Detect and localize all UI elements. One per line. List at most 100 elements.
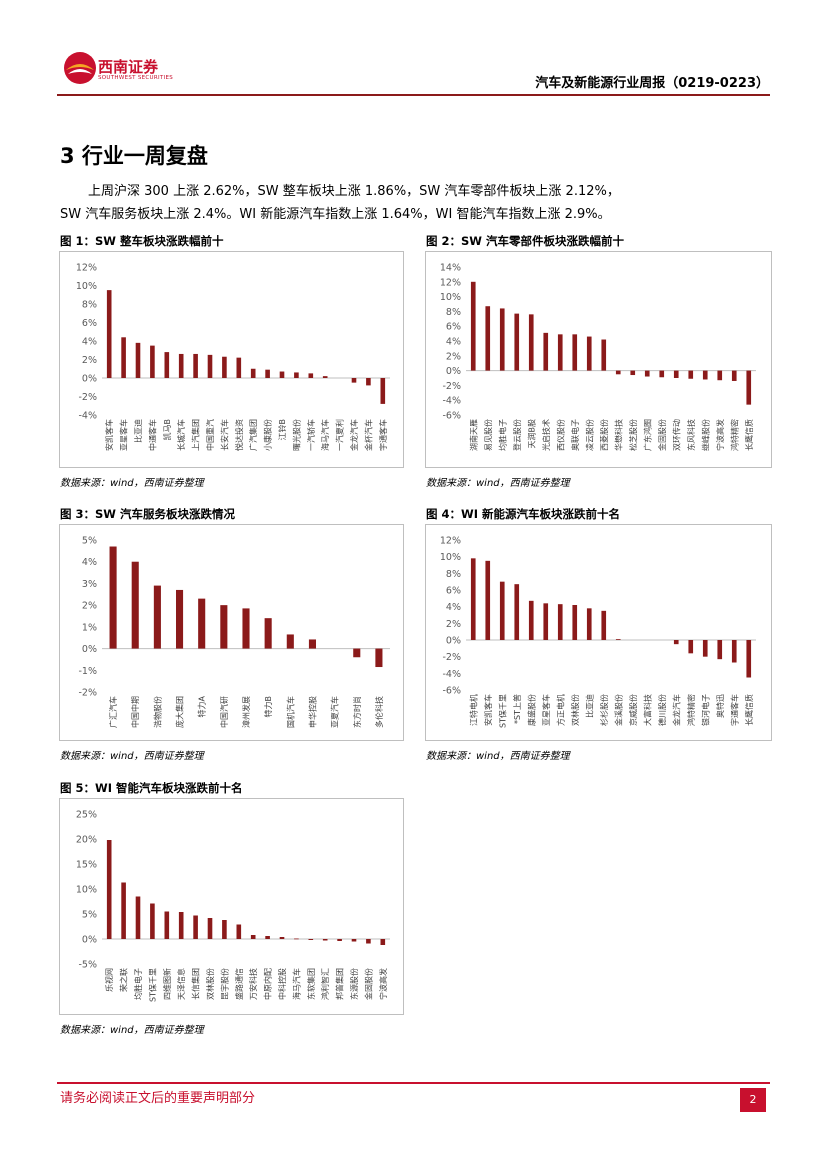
fig5-bar-10 [250, 935, 256, 939]
fig5-xtick-11: 中原内配 [263, 968, 273, 1000]
fig5-bar-3 [150, 903, 155, 939]
fig1-bar-7 [207, 354, 213, 378]
fig3-title: 图 3：SW 汽车服务板块涨跌情况 [60, 507, 235, 521]
fig3-bar-7 [264, 618, 272, 649]
fig2-bar-10 [615, 370, 621, 375]
fig4-bar-0 [470, 558, 476, 640]
fig2-chart-box: -6% -4% -2% 0% 2% 4% 6% 8% 10% 12% 14% 湖南天雁 易见股份 均胜电子… [425, 251, 772, 468]
fig2-xtick-6: 西仪股份 [555, 419, 565, 451]
fig5-bar-18 [366, 939, 371, 944]
fig1-xtick-11: 小康股份 [263, 419, 273, 451]
fig3-xtick-9: 申华控股 [307, 696, 317, 728]
fig5-xtick-1: 荣之联 [119, 968, 129, 992]
fig5-xtick-18: 金固股份 [363, 968, 373, 1000]
fig2-ytick-1: -4% [443, 396, 462, 407]
fig4-bar-8 [586, 608, 592, 640]
footer-divider [57, 1082, 770, 1084]
fig4-xtick-16: 银河电子 [700, 694, 710, 726]
fig3-bar-11 [353, 648, 361, 658]
fig1-bar-4 [164, 352, 170, 378]
fig2-bar-2 [499, 308, 505, 371]
fig2-bar-12 [644, 370, 650, 377]
fig1-xtick-15: 海马汽车 [320, 419, 330, 451]
fig1-source: 数据来源：wind，西南证券整理 [60, 478, 204, 489]
fig1-chart-box: -4% -2% 0% 2% 4% 6% 8% 10% 12% 安凯客车 亚星客车 比亚迪 中通客车 凯马B… [59, 251, 404, 468]
fig1-xtick-8: 长安汽车 [219, 419, 229, 451]
fig1-xtick-19: 宇通客车 [378, 419, 388, 451]
fig1-bar-17 [351, 378, 357, 383]
fig5-ytick-2: 5% [82, 910, 97, 921]
header-divider [57, 94, 770, 96]
fig1-ytick-7: 10% [76, 281, 97, 292]
fig1-xtick-1: 亚星客车 [119, 419, 129, 451]
fig2-ytick-10: 14% [440, 263, 461, 274]
fig2-ytick-6: 6% [446, 322, 461, 333]
fig4-bar-16 [702, 640, 708, 657]
fig5-ytick-5: 20% [76, 835, 97, 846]
fig5-chart-box: -5% 0% 5% 10% 15% 20% 25% 乐视网 荣之联 均胜电子 ST保千里 四维图新 天泽… [59, 798, 404, 1015]
fig4-ytick-7: 8% [446, 569, 461, 580]
fig3-bar-5 [220, 605, 228, 649]
fig2-bar-18 [731, 370, 737, 381]
fig1-xtick-9: 悦达投资 [234, 419, 244, 451]
fig4-bar-5 [543, 603, 549, 640]
fig5-xtick-0: 乐视网 [104, 968, 114, 992]
fig3-source: 数据来源：wind，西南证券整理 [60, 751, 204, 762]
fig2-bar-5 [543, 332, 549, 371]
fig5-bar-19 [380, 939, 386, 945]
fig1-ytick-1: -2% [79, 392, 98, 403]
fig4-bar-9 [601, 610, 607, 640]
fig5-bar-12 [279, 937, 285, 939]
fig4-xtick-3: *ST上普 [512, 694, 522, 724]
fig4-title: 图 4：WI 新能源汽车板块涨跌前十名 [426, 507, 620, 521]
logo-subtext: SOUTHWEST SECURITIES [98, 75, 174, 81]
fig1-xtick-12: 江铃B [277, 419, 287, 441]
fig4-bar-17 [717, 640, 723, 660]
fig4-xtick-11: 京威股份 [628, 694, 638, 726]
fig3-xtick-11: 东方时尚 [352, 696, 362, 728]
logo [62, 50, 202, 90]
fig3-xtick-2: 浩物股份 [152, 696, 162, 728]
page-number: 2 [740, 1088, 766, 1112]
fig4-ytick-5: 4% [446, 602, 461, 613]
fig1-bar-15 [322, 376, 328, 378]
fig2-ytick-4: 2% [446, 351, 461, 362]
fig4-source: 数据来源：wind，西南证券整理 [426, 751, 570, 762]
fig5-ytick-3: 10% [76, 885, 97, 896]
fig5-xtick-8: 昆宇股份 [219, 968, 229, 1000]
fig4-ytick-3: 0% [446, 636, 461, 647]
fig5-xtick-10: 万安科技 [248, 968, 258, 1000]
fig2-ytick-9: 12% [440, 277, 461, 288]
fig3-bar-3 [175, 589, 184, 649]
fig2-xtick-3: 登云股份 [512, 419, 522, 451]
fig3-bar-1 [131, 561, 139, 649]
fig5-xtick-9: 盛路通信 [234, 968, 244, 1000]
fig2-xtick-2: 均胜电子 [497, 419, 507, 451]
fig1-ytick-8: 12% [76, 263, 97, 274]
fig4-chart-box: -6% -4% -2% 0% 2% 4% 6% 8% 10% 12% 江特电机 安凯客车 ST保千里 *S… [425, 524, 772, 741]
fig5-xtick-14: 东软集团 [306, 968, 316, 1000]
fig4-xtick-6: 方正电机 [555, 694, 565, 726]
fig1-bar-0 [106, 290, 112, 378]
fig2-xtick-4: 天润B股 [526, 419, 536, 449]
fig4-xtick-2: ST保千里 [497, 694, 507, 728]
fig2-bar-7 [572, 334, 578, 371]
fig2-bar-15 [688, 370, 694, 379]
fig2-xtick-17: 宁波高发 [715, 419, 725, 451]
fig3-bar-2 [153, 585, 161, 649]
fig4-xtick-19: 长鹰信质 [744, 694, 754, 726]
fig2-xtick-15: 东风科技 [686, 419, 696, 451]
fig4-bar-7 [572, 605, 578, 640]
fig2-xtick-9: 西菱股份 [599, 419, 609, 451]
fig3-xtick-4: 特力A [197, 695, 207, 717]
fig4-ytick-2: -2% [443, 652, 462, 663]
fig2-bar-6 [557, 334, 563, 371]
fig4-xtick-5: 亚星客车 [541, 694, 551, 726]
fig5-source: 数据来源：wind，西南证券整理 [60, 1025, 204, 1036]
fig4-xtick-7: 双林股份 [570, 694, 580, 726]
fig1-ytick-6: 8% [82, 300, 97, 311]
fig4-ytick-9: 12% [440, 536, 461, 547]
fig1-xtick-6: 上汽集团 [191, 419, 201, 451]
fig2-ytick-2: -2% [443, 381, 462, 392]
fig4-chart: -6% -4% -2% 0% 2% 4% 6% 8% 10% 12% 江特电机 安凯客车 ST保千里 *S… [440, 536, 756, 728]
